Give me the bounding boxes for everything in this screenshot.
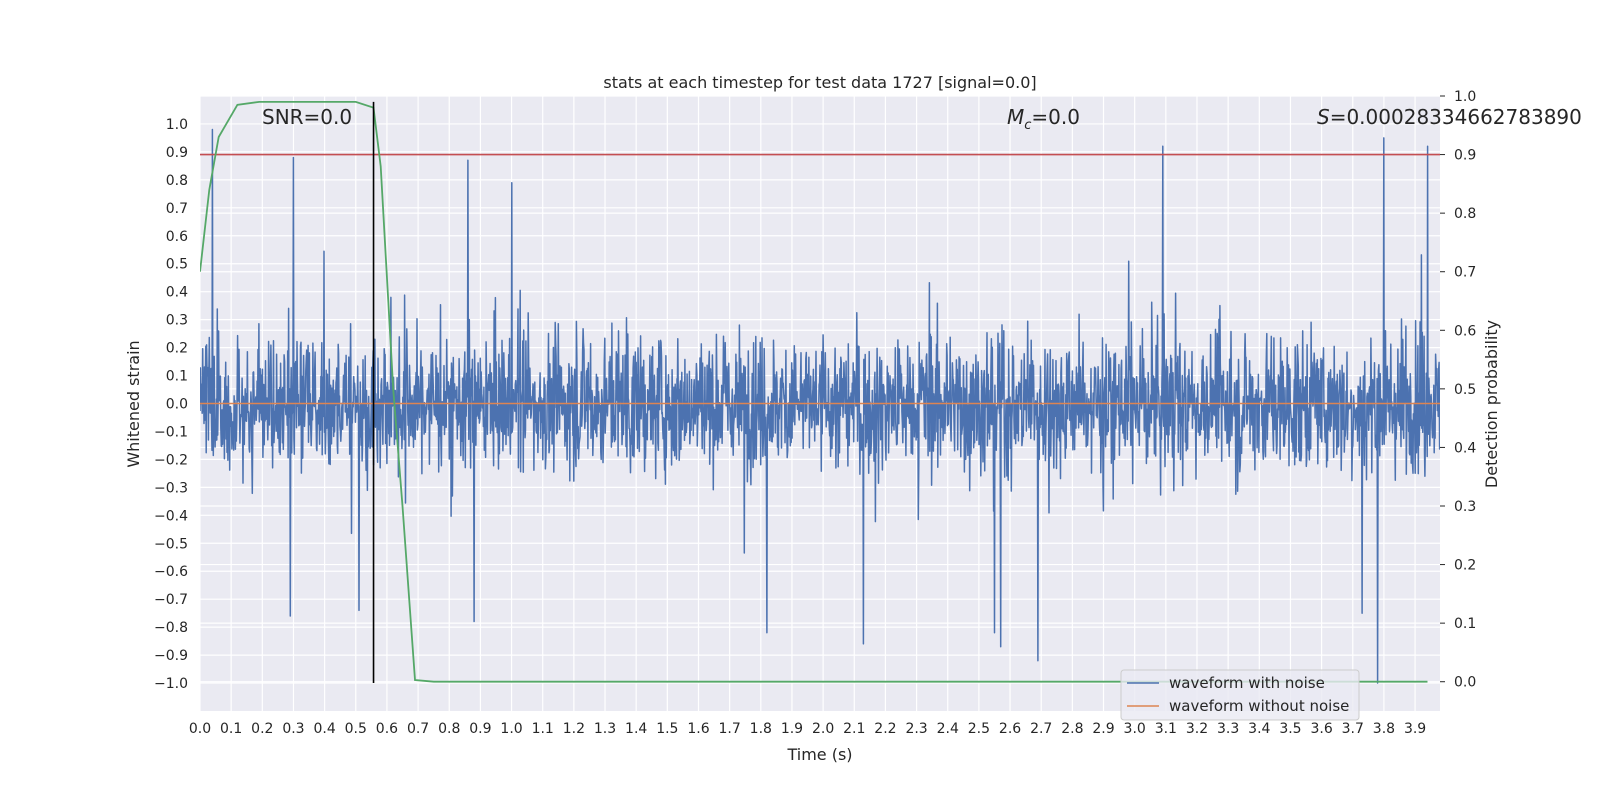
legend-label-clean: waveform without noise [1169,697,1349,715]
x-tick-label: 3.3 [1217,721,1239,737]
y-tick-label-right: 1.0 [1454,89,1476,105]
y-tick-label: −0.4 [154,508,188,524]
x-tick-label: 0.4 [313,721,335,737]
x-tick-label: 0.1 [220,721,242,737]
x-tick-label: 3.8 [1373,721,1395,737]
x-tick-label: 1.6 [687,721,709,737]
x-tick-label: 1.4 [625,721,647,737]
y-tick-label-right: 0.4 [1454,440,1476,456]
x-tick-label: 2.5 [968,721,990,737]
s-value: =0.00028334662783890 [1330,105,1582,129]
x-tick-label: 1.7 [719,721,741,737]
overlay [200,101,1440,684]
mc-annotation: Mc=0.0 [1007,105,1080,133]
y-tick-label: −0.3 [154,480,188,496]
x-tick-label: 3.1 [1155,721,1177,737]
y-tick-label-right: 0.1 [1454,616,1476,632]
snr-annotation: SNR=0.0 [262,105,352,129]
s-annotation: S=0.00028334662783890 [1317,105,1582,129]
y-tick-label: 0.6 [166,229,188,245]
x-tick-label: 1.9 [781,721,803,737]
x-tick-label: 3.4 [1248,721,1270,737]
x-tick-label: 0.3 [282,721,304,737]
legend: waveform with noise waveform without noi… [1120,669,1360,721]
x-tick-label: 2.7 [1030,721,1052,737]
y-tick-label: −0.5 [154,536,188,552]
y-tick-label: 0.4 [166,285,188,301]
x-tick-label: 3.9 [1404,721,1426,737]
y-tick-label: −0.7 [154,592,188,608]
legend-box [1120,669,1360,721]
y-tick-label: −0.6 [154,564,188,580]
x-tick-label: 3.0 [1124,721,1146,737]
y-tick-label-right: 0.2 [1454,558,1476,574]
x-tick-label: 2.8 [1061,721,1083,737]
y-tick-label: 0.2 [166,341,188,357]
y-axis-label-right: Detection probability [1482,320,1501,488]
y-tick-label-right: 0.0 [1454,675,1476,691]
x-tick-label: 3.6 [1310,721,1332,737]
noise-waveform-line [200,128,1440,684]
x-tick-label: 1.2 [563,721,585,737]
x-axis-label: Time (s) [786,745,852,764]
y-tick-label-right: 0.5 [1454,382,1476,398]
x-tick-label: 1.3 [594,721,616,737]
ticks: 0.0 0.1 0.2 0.3 0.4 0.5 0.6 0.7 0.8 0.9 1.0 1.1 1.2 1… [154,89,1476,737]
x-tick-label: 1.1 [532,721,554,737]
y-tick-label: −0.1 [154,424,188,440]
y-tick-label: −0.8 [154,620,188,636]
x-tick-label: 0.7 [407,721,429,737]
x-tick-label: 3.2 [1186,721,1208,737]
y-tick-label-right: 0.3 [1454,499,1476,515]
x-tick-label: 3.7 [1342,721,1364,737]
x-tick-label: 1.0 [500,721,522,737]
mc-subscript: c [1024,118,1031,133]
y-tick-label: −0.2 [154,452,188,468]
x-tick-label: 2.1 [843,721,865,737]
x-tick-label: 0.6 [376,721,398,737]
noise-series [200,128,1440,684]
x-tick-label: 2.4 [937,721,959,737]
x-tick-label: 2.9 [1092,721,1114,737]
x-tick-label: 1.8 [750,721,772,737]
x-tick-label: 0.5 [345,721,367,737]
x-tick-label: 2.0 [812,721,834,737]
s-symbol: S [1317,105,1330,129]
y-tick-label: 0.8 [166,173,188,189]
y-tick-label-right: 0.9 [1454,148,1476,164]
y-tick-label: −0.9 [154,648,188,664]
y-tick-label-right: 0.6 [1454,323,1476,339]
y-tick-label: −1.0 [154,676,188,692]
y-tick-label: 0.0 [166,397,188,413]
x-tick-label: 0.0 [189,721,211,737]
y-tick-label: 0.7 [166,201,188,217]
x-tick-label: 2.3 [905,721,927,737]
x-tick-label: 0.8 [438,721,460,737]
y-tick-label-right: 0.7 [1454,265,1476,281]
x-tick-label: 2.6 [999,721,1021,737]
x-tick-label: 0.2 [251,721,273,737]
probability-line [200,101,1428,683]
x-tick-label: 3.5 [1279,721,1301,737]
legend-label-noise: waveform with noise [1169,674,1325,692]
mc-value: =0.0 [1031,105,1080,129]
x-tick-label: 0.9 [469,721,491,737]
chart-title: stats at each timestep for test data 172… [603,73,1036,92]
y-tick-label-right: 0.8 [1454,206,1476,222]
y-tick-label: 0.1 [166,369,188,385]
x-tick-label: 1.5 [656,721,678,737]
y-tick-label: 0.5 [166,257,188,273]
y-tick-label: 0.3 [166,313,188,329]
mc-symbol: M [1007,105,1024,129]
y-tick-label: 1.0 [166,117,188,133]
x-tick-label: 2.2 [874,721,896,737]
y-tick-label: 0.9 [166,145,188,161]
y-axis-label: Whitened strain [124,340,143,467]
